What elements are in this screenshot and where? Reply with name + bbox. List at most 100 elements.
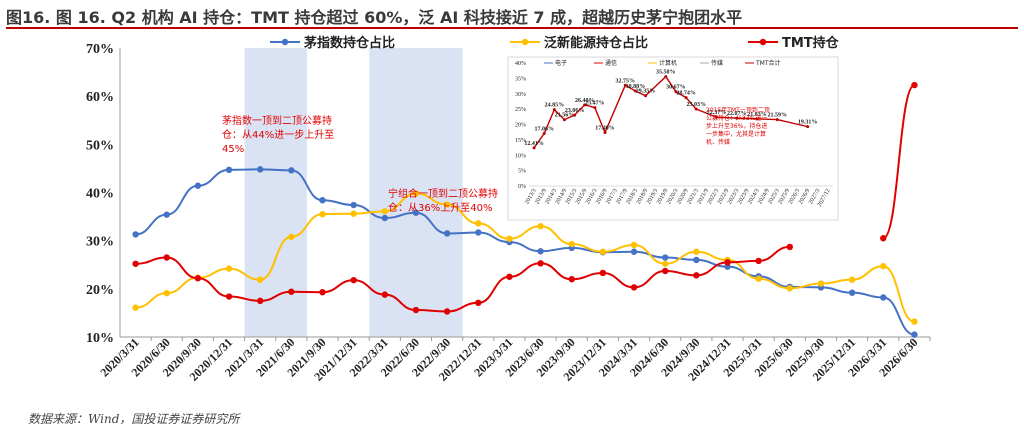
legend-label-1: 茅指数持仓占比 (304, 35, 395, 51)
inset-legend-label: TMT合计 (755, 59, 781, 67)
inset-note-line: 一步集中，尤其是计算 (706, 130, 766, 138)
series-3-point (163, 254, 170, 261)
inset-tmt-label: 17.06% (534, 127, 554, 133)
y-tick-label: 10% (86, 331, 114, 346)
series-3-point (786, 243, 794, 251)
inset-chart-panel (507, 56, 839, 221)
series-1-point (194, 182, 202, 189)
legend-marker-3 (759, 38, 767, 46)
series-1-point (319, 197, 326, 204)
series-2-point (693, 248, 700, 255)
inset-tmt-label: 26.40% (575, 98, 595, 104)
series-3-point (381, 291, 389, 298)
series-1-point (693, 256, 700, 264)
series-3-point (319, 289, 326, 296)
series-2-point (911, 318, 918, 325)
series-3-point (755, 257, 762, 265)
series-2-point (319, 210, 326, 218)
inset-tmt-point (623, 83, 627, 87)
series-2-point (568, 240, 575, 248)
series-1-point (880, 294, 887, 301)
series-1-point (848, 289, 856, 296)
series-1-point (661, 254, 669, 261)
annotation-mao-line: 45% (222, 144, 244, 155)
inset-y-tick-label: 15% (515, 138, 526, 144)
inset-tmt-point (583, 103, 587, 107)
inset-tmt-point (633, 89, 637, 93)
series-3-point (880, 235, 887, 242)
inset-tmt-label: 28.74% (676, 91, 696, 97)
inset-y-tick-label: 0% (518, 184, 526, 190)
inset-tmt-point (603, 130, 607, 134)
inset-tmt-label: 35.58% (656, 70, 676, 76)
series-2-point (755, 275, 762, 282)
series-2-point (381, 208, 389, 215)
series-1-point (163, 211, 170, 218)
series-2-point (880, 262, 887, 270)
series-2-point (599, 248, 607, 255)
series-2-point (225, 265, 233, 272)
inset-y-tick-label: 30% (515, 92, 526, 98)
inset-y-tick-label: 40% (515, 61, 526, 67)
inset-tmt-point (542, 132, 546, 136)
annotation-mao-line: 仓：从44%进一步上升至 (222, 128, 334, 141)
inset-tmt-point (694, 107, 698, 111)
inset-note-line: 公募持仓：从33%进一 (706, 114, 767, 122)
series-3-point (443, 308, 451, 315)
series-1-point (443, 230, 451, 237)
series-2-point (163, 289, 170, 297)
chart-title: 图16. 图 16. Q2 机构 AI 持仓：TMT 持仓超过 60%，泛 AI… (6, 8, 743, 27)
inset-tmt-label: 17.40% (595, 125, 615, 131)
series-3-point (693, 272, 700, 279)
series-3-point (256, 297, 264, 305)
series-2-point (475, 220, 482, 227)
inset-tmt-label: 23.06% (565, 108, 585, 114)
inset-legend-label: 通信 (605, 59, 617, 67)
inset-tmt-label: 21.56% (555, 113, 575, 119)
inset-y-tick-label: 35% (515, 76, 526, 82)
y-tick-label: 40% (86, 187, 114, 202)
series-1-point (256, 166, 264, 173)
inset-tmt-label: 25.03% (686, 102, 706, 108)
inset-tmt-point (714, 115, 718, 119)
inset-tmt-point (684, 96, 688, 100)
series-3-point (288, 288, 295, 295)
inset-tmt-point (775, 118, 779, 122)
annotation-ning-line: 宁组合一顶到二顶公募持 (388, 187, 498, 200)
inset-tmt-point (552, 108, 556, 112)
y-tick-label: 70% (86, 42, 114, 57)
y-tick-label: 50% (86, 138, 114, 153)
inset-note-line: 机、传媒 (706, 138, 730, 146)
series-3-point (194, 275, 202, 282)
inset-note-line: 2015年TMT一顶到二顶 (706, 106, 770, 114)
inset-tmt-label: 32.75% (616, 78, 636, 84)
series-1-point (132, 231, 139, 238)
inset-tmt-point (674, 90, 678, 94)
inset-tmt-label: 19.31% (798, 120, 818, 126)
series-2-point (412, 190, 420, 197)
series-2-point (350, 210, 357, 217)
series-line-3 (882, 84, 915, 240)
y-tick-label: 20% (86, 283, 114, 298)
inset-tmt-point (806, 125, 810, 129)
series-1-point (630, 248, 638, 255)
inset-tmt-point (562, 118, 566, 122)
series-1-point (381, 214, 389, 222)
annotation-mao-line: 茅指数一顶到二顶公募持 (222, 114, 332, 127)
series-2-point (288, 233, 295, 241)
annotation-ning-line: 仓：从36%上升至40% (388, 201, 492, 214)
inset-tmt-label: 29.35% (636, 89, 656, 95)
series-2-point (630, 241, 638, 249)
inset-tmt-point (573, 113, 577, 117)
inset-y-tick-label: 5% (518, 169, 526, 175)
inset-tmt-label: 30.88% (626, 84, 646, 90)
series-3-point (661, 267, 669, 275)
series-2-point (132, 304, 139, 311)
inset-tmt-point (593, 106, 597, 110)
series-3-point (537, 260, 544, 267)
series-2-point (848, 276, 856, 283)
shaded-period-1 (244, 48, 307, 337)
inset-tmt-point (664, 75, 668, 79)
series-3-point (724, 259, 731, 266)
